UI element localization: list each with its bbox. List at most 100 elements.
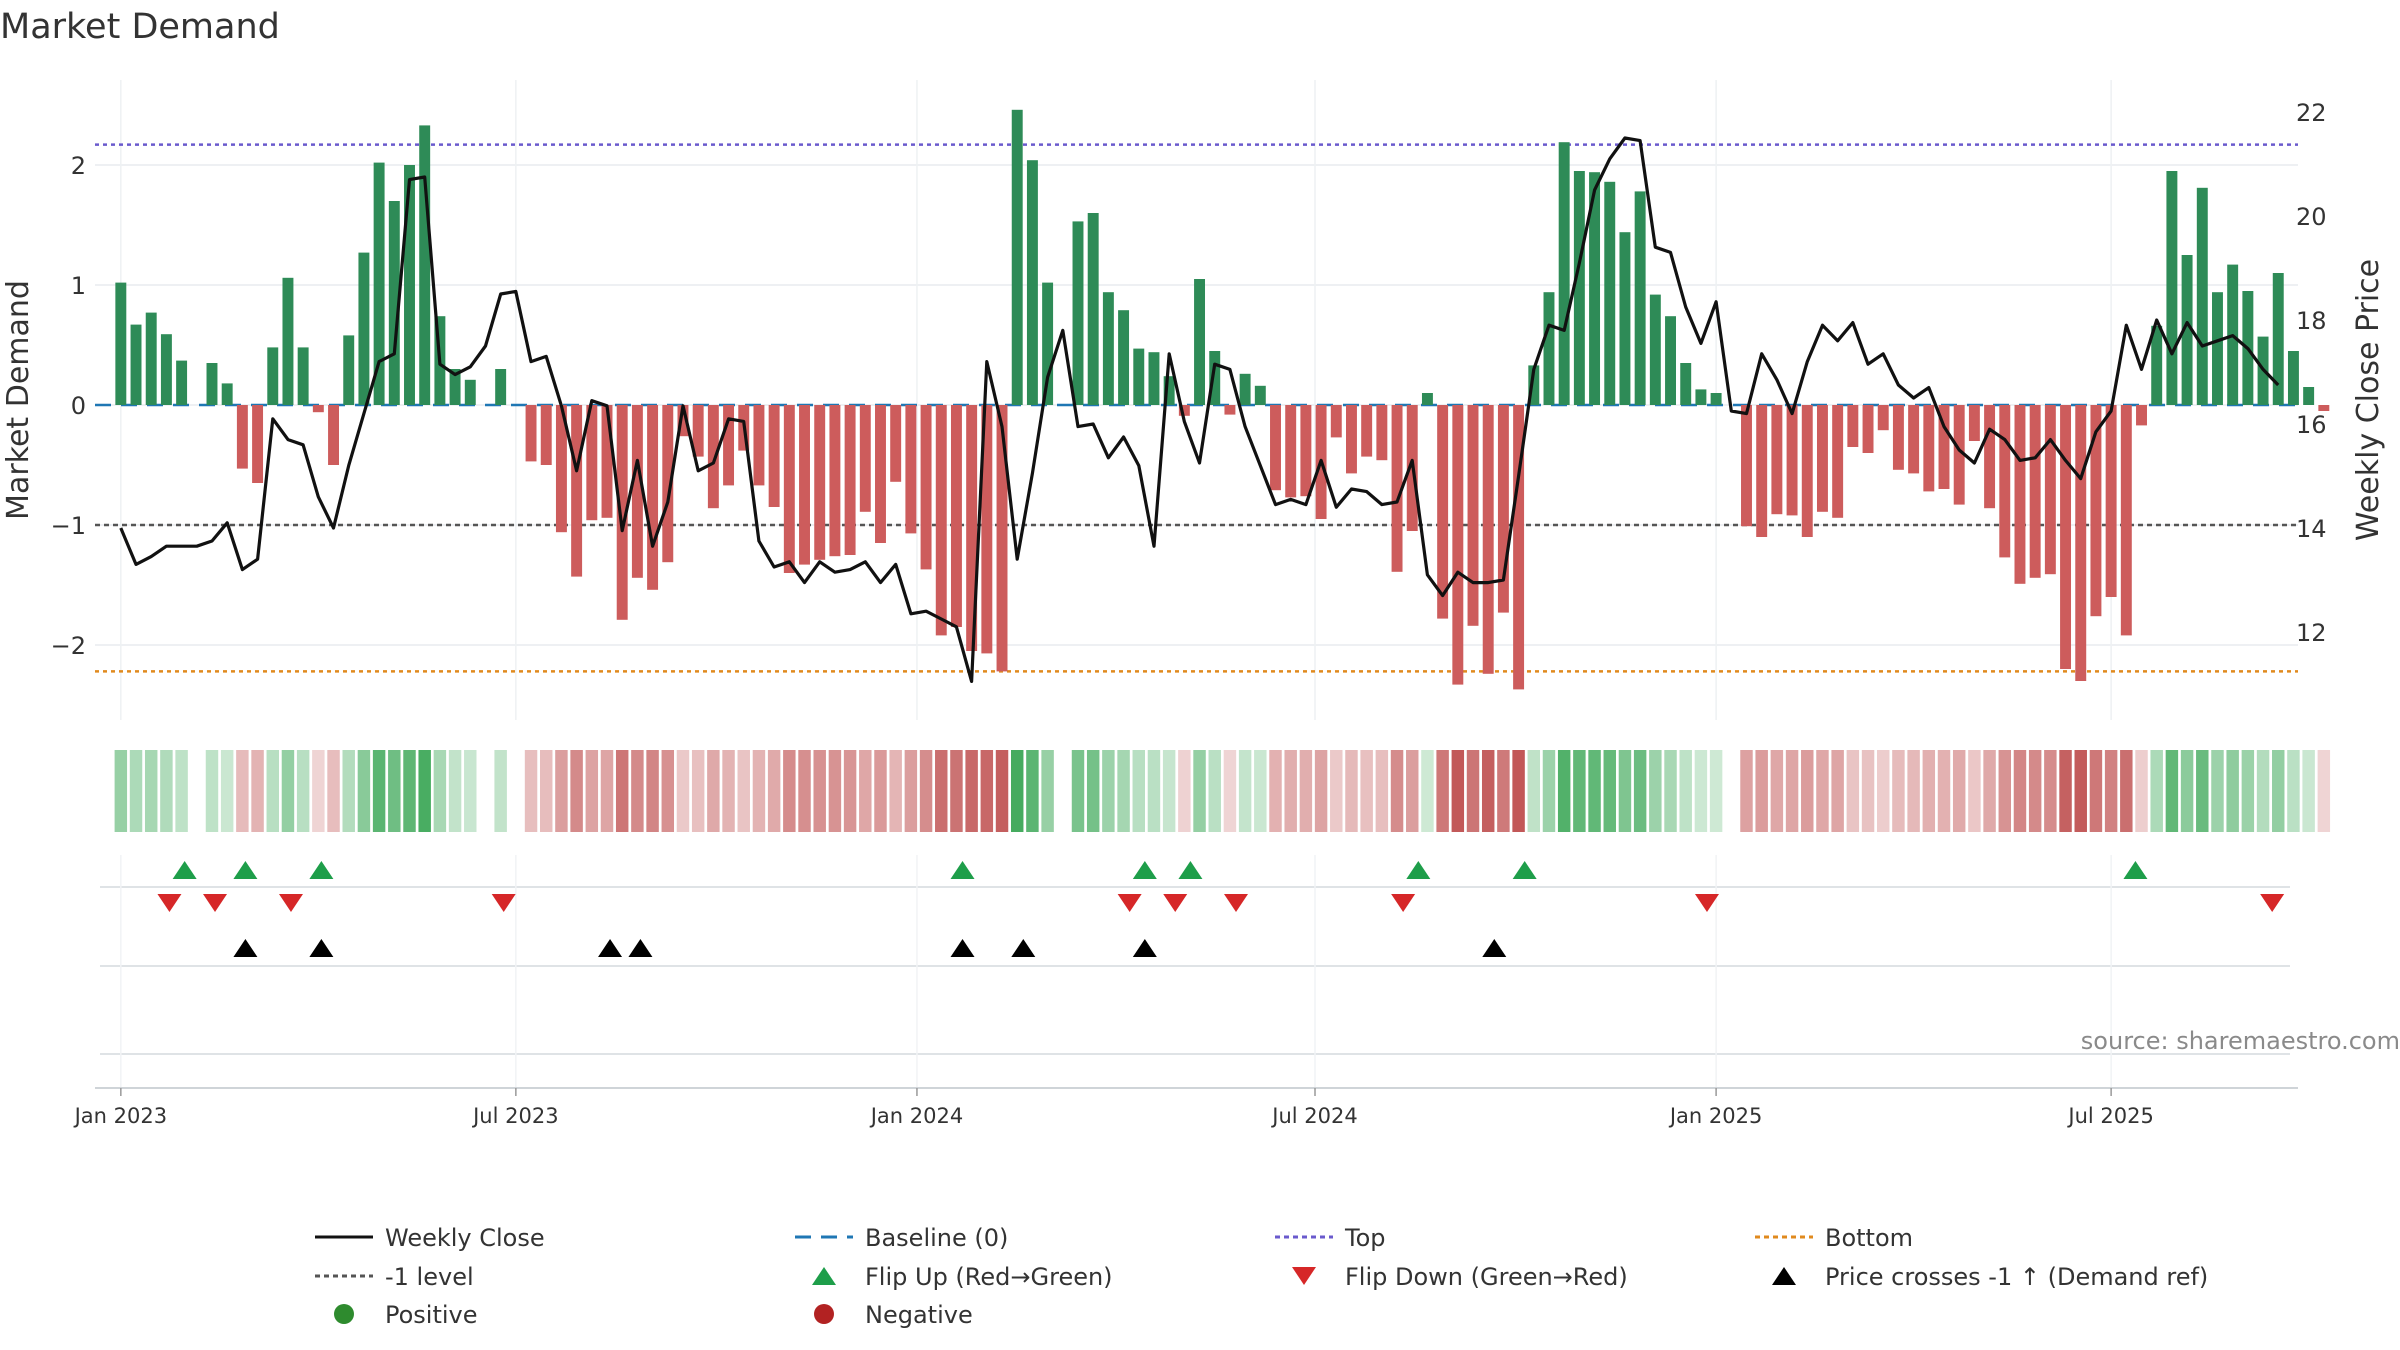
negative-bar bbox=[1497, 405, 1509, 613]
strip-cell bbox=[1497, 750, 1510, 832]
strip-cell bbox=[1846, 750, 1860, 832]
strip-cell bbox=[175, 750, 188, 832]
strip-cell bbox=[129, 750, 143, 832]
strip-cell bbox=[615, 750, 629, 832]
negative-bar bbox=[1801, 405, 1813, 537]
negative-bar bbox=[525, 405, 537, 462]
positive-bar bbox=[404, 165, 415, 405]
negative-bar bbox=[1376, 405, 1388, 461]
flip-down-marker bbox=[491, 894, 516, 912]
strip-cell bbox=[1132, 750, 1145, 832]
strip-cell bbox=[1375, 750, 1389, 832]
negative-bar bbox=[1285, 405, 1297, 498]
strip-cell bbox=[2180, 750, 2194, 832]
flip-up-marker bbox=[1132, 861, 1157, 879]
flip-up-marker bbox=[950, 861, 975, 879]
strip-cell bbox=[1208, 750, 1221, 832]
negative-bar bbox=[814, 405, 826, 560]
legend-item-weekly_close: Weekly Close bbox=[315, 1224, 545, 1252]
legend-item-minus_one: -1 level bbox=[315, 1263, 474, 1291]
legend-label-flip_up: Flip Up (Red→Green) bbox=[865, 1263, 1113, 1291]
negative-bar bbox=[1513, 405, 1525, 690]
strip-cell bbox=[1390, 750, 1404, 832]
strip-cell bbox=[1466, 750, 1480, 832]
right-y-tick: 18 bbox=[2296, 307, 2327, 335]
strip-cell bbox=[372, 750, 386, 832]
strip-cell bbox=[448, 750, 462, 832]
positive-bar bbox=[2287, 351, 2299, 405]
right-y-axis: 22 20 18 16 14 12 bbox=[2296, 99, 2327, 647]
positive-bar bbox=[388, 201, 400, 405]
negative-bar bbox=[859, 405, 871, 512]
negative-bar bbox=[252, 405, 264, 483]
strip-cell bbox=[1816, 750, 1829, 832]
left-y-tick: 0 bbox=[71, 392, 86, 420]
negative-bar bbox=[1832, 405, 1844, 518]
strip-cell bbox=[2165, 750, 2179, 832]
negative-bar bbox=[312, 405, 324, 413]
negative-bar bbox=[905, 405, 917, 534]
positive-bar bbox=[1604, 181, 1616, 405]
negative-bar bbox=[2075, 405, 2087, 681]
negative-bar bbox=[1816, 405, 1828, 512]
strip-cell bbox=[160, 750, 173, 832]
strip-cell bbox=[691, 750, 705, 832]
strip-cell bbox=[2196, 750, 2209, 832]
flip-up-marker bbox=[1178, 861, 1203, 879]
strip-cell bbox=[980, 750, 994, 832]
legend-swatch-negative bbox=[814, 1304, 834, 1324]
strip-cell bbox=[2256, 750, 2270, 832]
strip-cell bbox=[1664, 750, 1677, 832]
strip-cell bbox=[1010, 750, 1024, 832]
strip-cell bbox=[1998, 750, 2012, 832]
strip-cell bbox=[722, 750, 735, 832]
positive-bar bbox=[1680, 363, 1692, 405]
strip-cell bbox=[1709, 750, 1723, 832]
legend-label-bottom: Bottom bbox=[1825, 1224, 1913, 1252]
negative-bar bbox=[2060, 405, 2072, 669]
strip-cell bbox=[2211, 750, 2224, 832]
strip-cell bbox=[767, 750, 781, 832]
flip-up-marker bbox=[233, 861, 258, 879]
legend-item-bottom: Bottom bbox=[1755, 1224, 1913, 1252]
strip-cell bbox=[661, 750, 675, 832]
strip-cell bbox=[296, 750, 310, 832]
negative-bar bbox=[783, 405, 795, 573]
strip-cell bbox=[1436, 750, 1449, 832]
strip-cell bbox=[676, 750, 690, 832]
strip-cell bbox=[1527, 750, 1541, 832]
strip-cell bbox=[327, 750, 340, 832]
negative-bar bbox=[1300, 405, 1312, 497]
positive-bar bbox=[267, 347, 279, 405]
negative-bar bbox=[631, 405, 643, 578]
strip-cell bbox=[783, 750, 796, 832]
left-y-tick: −1 bbox=[51, 512, 86, 540]
strip-cell bbox=[1573, 750, 1586, 832]
negative-bar bbox=[555, 405, 567, 533]
strip-cell bbox=[889, 750, 902, 832]
strip-cell bbox=[1694, 750, 1708, 832]
strip-cell bbox=[631, 750, 644, 832]
legend-label-negative: Negative bbox=[865, 1301, 973, 1329]
positive-bar bbox=[1543, 292, 1555, 405]
positive-bar bbox=[449, 369, 461, 405]
negative-bar bbox=[1452, 405, 1464, 685]
strip-cell bbox=[312, 750, 325, 832]
strip-cell bbox=[357, 750, 371, 832]
negative-bar bbox=[996, 405, 1008, 672]
strip-cell bbox=[1284, 750, 1297, 832]
negative-bar bbox=[2029, 405, 2041, 578]
strip-cell bbox=[965, 750, 978, 832]
negative-bar bbox=[1999, 405, 2011, 558]
strip-cell bbox=[585, 750, 599, 832]
positive-bar bbox=[1148, 352, 1160, 405]
source-note: source: sharemaestro.com bbox=[2081, 1027, 2400, 1055]
positive-bar bbox=[464, 379, 476, 405]
strip-cell bbox=[2135, 750, 2148, 832]
right-y-tick: 16 bbox=[2296, 411, 2327, 439]
strip-cell bbox=[1801, 750, 1814, 832]
legend-label-positive: Positive bbox=[385, 1301, 478, 1329]
flip-down-marker bbox=[1224, 894, 1249, 912]
positive-bar bbox=[145, 312, 157, 405]
